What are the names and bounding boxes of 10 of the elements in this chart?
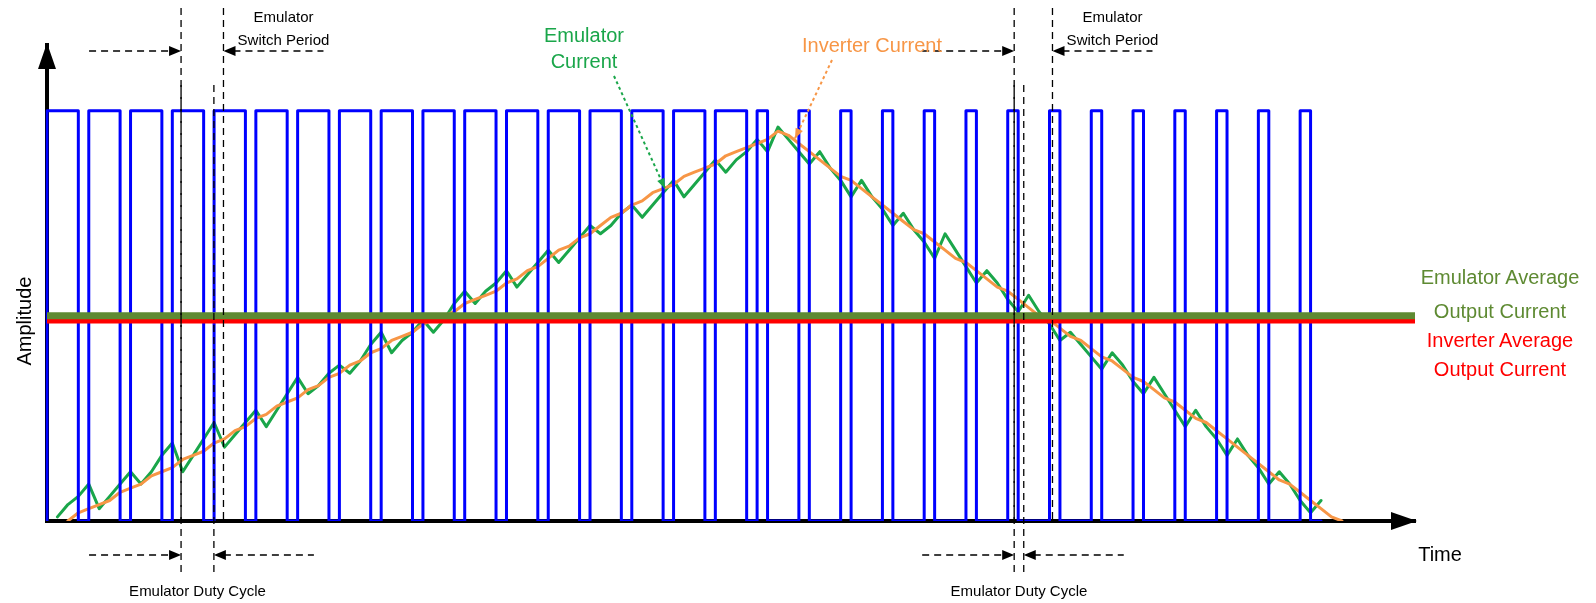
y-axis-title: Amplitude xyxy=(12,276,35,366)
ref-line-label: Emulator Average Output Current xyxy=(1420,266,1580,323)
text: Emulator Switch Period xyxy=(1066,8,1159,49)
text: Inverter Current xyxy=(801,33,943,56)
text: Emulator Duty Cycle xyxy=(950,582,1088,600)
text: Emulator Duty Cycle xyxy=(129,582,266,600)
text: Emulator Current xyxy=(543,23,625,72)
x-axis-title: Time xyxy=(1418,542,1462,565)
text: Emulator Switch Period xyxy=(237,8,330,49)
ref-line-label: Inverter Average Output Current xyxy=(1426,329,1574,381)
